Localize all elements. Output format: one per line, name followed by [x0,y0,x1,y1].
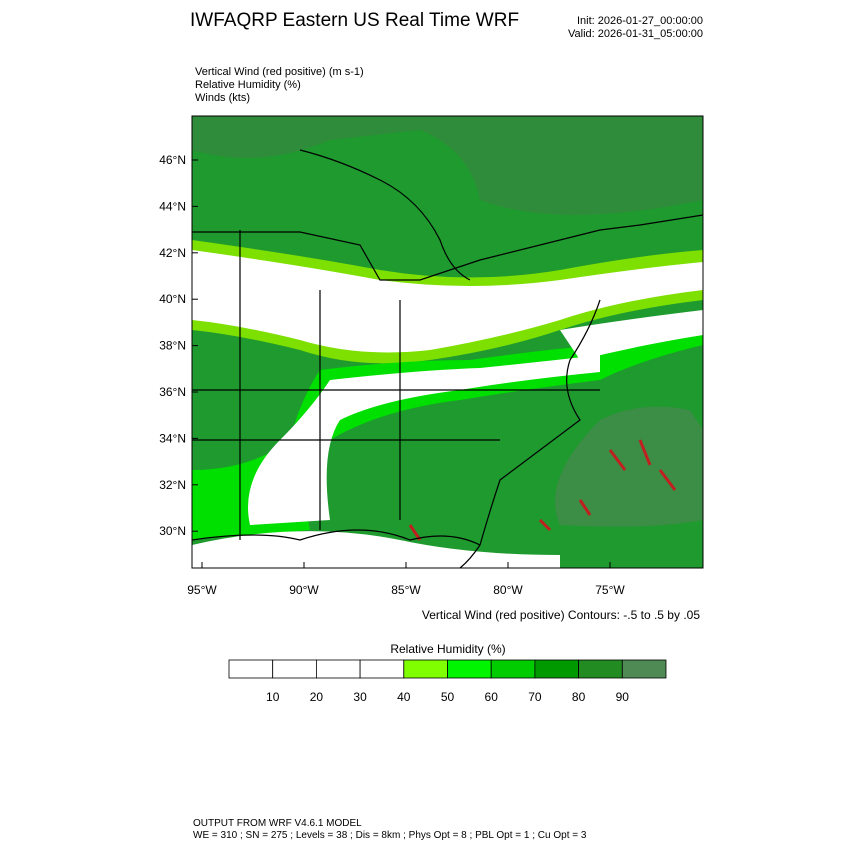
map-frame [191,115,704,569]
footer-line: OUTPUT FROM WRF V4.6.1 MODEL [193,818,362,829]
colorbar-label: 30 [353,690,367,704]
lon-label: 75°W [595,583,625,597]
init-time: Init: 2026-01-27_00:00:00 [577,15,703,27]
colorbar-bin [621,659,667,679]
lon-label: 80°W [493,583,523,597]
colorbar-bin [359,659,405,679]
lat-label: 30°N [159,524,186,538]
field-label: Vertical Wind (red positive) (m s-1) [195,66,364,78]
lon-label: 95°W [187,583,217,597]
title: IWFAQRP Eastern US Real Time WRF [190,10,519,31]
colorbar-label: 40 [397,690,411,704]
colorbar-bin [315,659,361,679]
lat-label: 32°N [159,478,186,492]
lat-label: 46°N [159,153,186,167]
lat-label: 40°N [159,292,186,306]
colorbar-label: 10 [266,690,280,704]
colorbar-title: Relative Humidity (%) [390,642,505,656]
colorbar: 10 20 30 40 50 60 70 80 90 [228,659,667,704]
field-label: Relative Humidity (%) [195,79,301,91]
colorbar-label: 80 [572,690,586,704]
colorbar-bin [578,659,623,679]
humidity-field [555,406,703,527]
colorbar-label: 90 [616,690,630,704]
lat-label: 42°N [159,246,186,260]
colorbar-bin [447,659,492,679]
colorbar-label: 70 [528,690,542,704]
colorbar-label: 20 [310,690,324,704]
footer-line: WE = 310 ; SN = 275 ; Levels = 38 ; Dis … [193,830,587,841]
field-label: Winds (kts) [195,92,250,104]
dry-region [560,310,703,360]
colorbar-bin [228,659,274,679]
lat-label: 38°N [159,339,186,353]
lat-label: 34°N [159,431,186,445]
map [191,115,704,569]
lon-label: 85°W [391,583,421,597]
colorbar-label: 60 [485,690,499,704]
humidity-field [192,116,703,215]
boundaries [192,149,703,568]
valid-time: Valid: 2026-01-31_05:00:00 [568,28,703,40]
lon-label: 90°W [289,583,319,597]
dry-region [248,355,600,525]
lat-label: 44°N [159,199,186,213]
contour-note: Vertical Wind (red positive) Contours: -… [422,608,700,622]
colorbar-bin [490,659,536,679]
lat-label: 36°N [159,385,186,399]
vertical-wind [408,439,677,541]
colorbar-bin [272,659,317,679]
colorbar-bin [403,659,448,679]
dry-region [192,531,560,568]
axis-labels: 46°N 44°N 42°N 40°N 38°N 36°N 34°N 32°N 30°N 95°W… [159,153,625,597]
colorbar-label: 50 [441,690,455,704]
colorbar-bin [534,659,580,679]
